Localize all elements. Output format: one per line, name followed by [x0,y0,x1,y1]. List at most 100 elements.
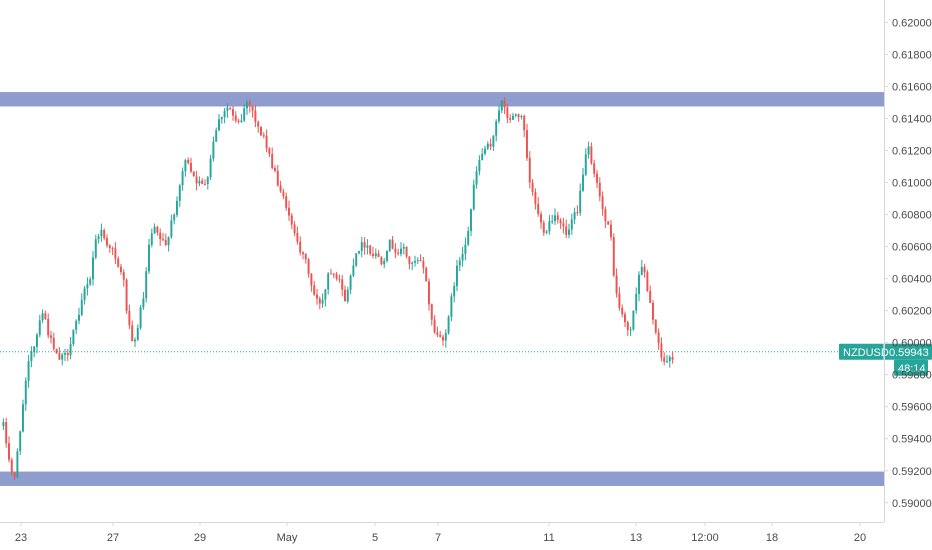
candle [551,214,554,225]
candle [640,259,643,276]
candle-body [10,459,13,473]
candle-body [47,318,50,336]
candle [598,177,601,202]
candle-body [128,310,131,326]
candle-body [338,278,341,280]
candle [668,355,671,368]
candle [604,206,607,228]
candle [145,267,148,303]
candle [388,239,391,253]
candle-body [103,230,106,239]
candle [428,278,430,311]
candle [377,250,380,258]
candle [268,147,271,158]
candle [13,471,16,480]
candle [671,351,674,364]
candle [472,179,475,211]
candle [612,233,615,277]
candle [327,272,330,295]
candle [299,236,302,256]
candle [618,286,621,311]
candle [458,256,461,272]
y-tick-label: 0.60000 [892,338,932,350]
candle-body [117,258,120,267]
candle [540,211,542,229]
x-tick-label: 11 [543,532,554,544]
candle [615,268,618,298]
candle [232,106,234,121]
candle [190,157,192,174]
candle-body [666,361,668,363]
candle-body [271,153,274,168]
y-tick-label: 0.60200 [892,306,932,318]
candle-body [234,115,237,121]
candle [349,274,352,295]
candle-body [551,220,554,222]
candle [162,232,164,242]
candle-body [302,252,304,255]
candle-body [503,100,506,108]
candle-body [428,281,430,305]
candle-body [414,261,416,263]
candle-body [33,346,36,352]
candle-body [514,114,517,116]
candle [103,228,106,241]
candle [433,315,436,334]
candle [607,221,610,225]
candle [296,226,299,245]
candle [10,457,13,476]
candle [307,258,310,278]
candle-body [640,266,643,275]
candle-body [248,102,251,107]
x-tick-label: 23 [15,532,27,544]
candle-body [481,153,484,160]
candle-body [500,100,503,111]
candle [117,256,120,268]
candle [442,334,444,346]
candle-body [450,296,453,317]
candle [97,233,100,244]
candle-body [139,307,142,328]
candle [402,243,405,255]
candle-body [321,299,324,304]
candle-body [327,273,330,290]
candle-body [44,313,47,319]
candle-body [433,319,436,333]
candle-body [430,304,433,320]
candle [167,236,170,252]
candle-body [106,238,108,246]
y-tick-label: 0.59400 [892,434,932,446]
candle [548,214,551,235]
x-tick-label: May [277,532,298,544]
candle [416,257,419,264]
y-tick-label: 0.59600 [892,402,932,414]
candle-body [576,212,579,214]
candle-body [153,226,156,234]
candle [58,347,61,361]
x-tick-label: 27 [107,532,119,544]
candle-body [456,265,458,287]
candle-body [402,246,405,249]
candle [481,148,484,161]
candle [55,348,58,354]
candle-body [290,215,293,225]
candle [470,208,472,237]
candle-body [335,274,338,279]
candle [195,170,198,191]
candle-body [582,174,584,191]
candle-body [374,253,377,257]
candle [192,171,195,177]
candle [271,147,274,170]
candle [425,266,428,282]
candle-body [13,472,16,478]
candle [498,104,500,124]
candle [517,113,520,122]
candle [576,205,579,216]
candle [489,138,492,151]
candle [173,213,176,225]
candle-body [204,183,206,185]
candle-body [181,171,184,186]
candle-body [386,250,388,261]
